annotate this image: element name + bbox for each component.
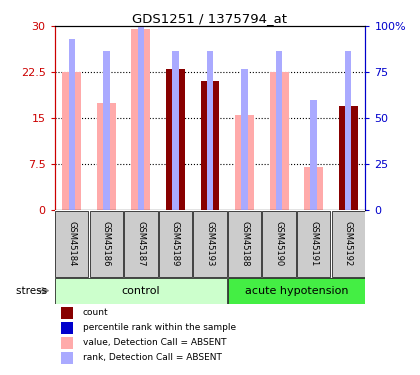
Bar: [61, 337, 73, 349]
Bar: [172, 51, 179, 210]
Bar: [194, 211, 226, 277]
Bar: [310, 100, 317, 210]
Text: control: control: [122, 286, 160, 296]
Bar: [159, 211, 192, 277]
Bar: [124, 211, 158, 277]
Bar: [270, 72, 289, 210]
Bar: [345, 51, 352, 210]
Text: GSM45192: GSM45192: [344, 221, 353, 266]
Text: GSM45193: GSM45193: [205, 221, 215, 266]
Bar: [131, 29, 150, 210]
Text: value, Detection Call = ABSENT: value, Detection Call = ABSENT: [83, 338, 226, 347]
Bar: [55, 278, 226, 304]
Bar: [55, 211, 89, 277]
Text: rank, Detection Call = ABSENT: rank, Detection Call = ABSENT: [83, 353, 221, 362]
Text: GSM45188: GSM45188: [240, 221, 249, 267]
Bar: [262, 211, 296, 277]
Text: acute hypotension: acute hypotension: [244, 286, 348, 296]
Text: GSM45184: GSM45184: [67, 221, 76, 266]
Bar: [103, 51, 110, 210]
Bar: [200, 81, 220, 210]
Text: GSM45189: GSM45189: [171, 221, 180, 266]
Text: GSM45187: GSM45187: [136, 221, 145, 267]
Bar: [331, 211, 365, 277]
Title: GDS1251 / 1375794_at: GDS1251 / 1375794_at: [132, 12, 288, 25]
Bar: [241, 69, 248, 210]
Bar: [90, 211, 123, 277]
Text: stress: stress: [16, 286, 50, 296]
Bar: [304, 167, 323, 210]
Bar: [97, 103, 116, 210]
Bar: [138, 8, 144, 210]
Text: GSM45191: GSM45191: [309, 221, 318, 266]
Bar: [61, 307, 73, 319]
Text: count: count: [83, 308, 108, 317]
Bar: [68, 39, 75, 210]
Text: GSM45190: GSM45190: [275, 221, 284, 266]
Bar: [61, 352, 73, 364]
Bar: [207, 51, 213, 210]
Bar: [276, 51, 282, 210]
Bar: [63, 72, 81, 210]
Bar: [339, 106, 357, 210]
Bar: [61, 322, 73, 334]
Text: GSM45186: GSM45186: [102, 221, 111, 267]
Bar: [166, 69, 185, 210]
Text: percentile rank within the sample: percentile rank within the sample: [83, 323, 236, 332]
Bar: [297, 211, 330, 277]
Bar: [228, 278, 365, 304]
Bar: [235, 115, 254, 210]
Bar: [228, 211, 261, 277]
